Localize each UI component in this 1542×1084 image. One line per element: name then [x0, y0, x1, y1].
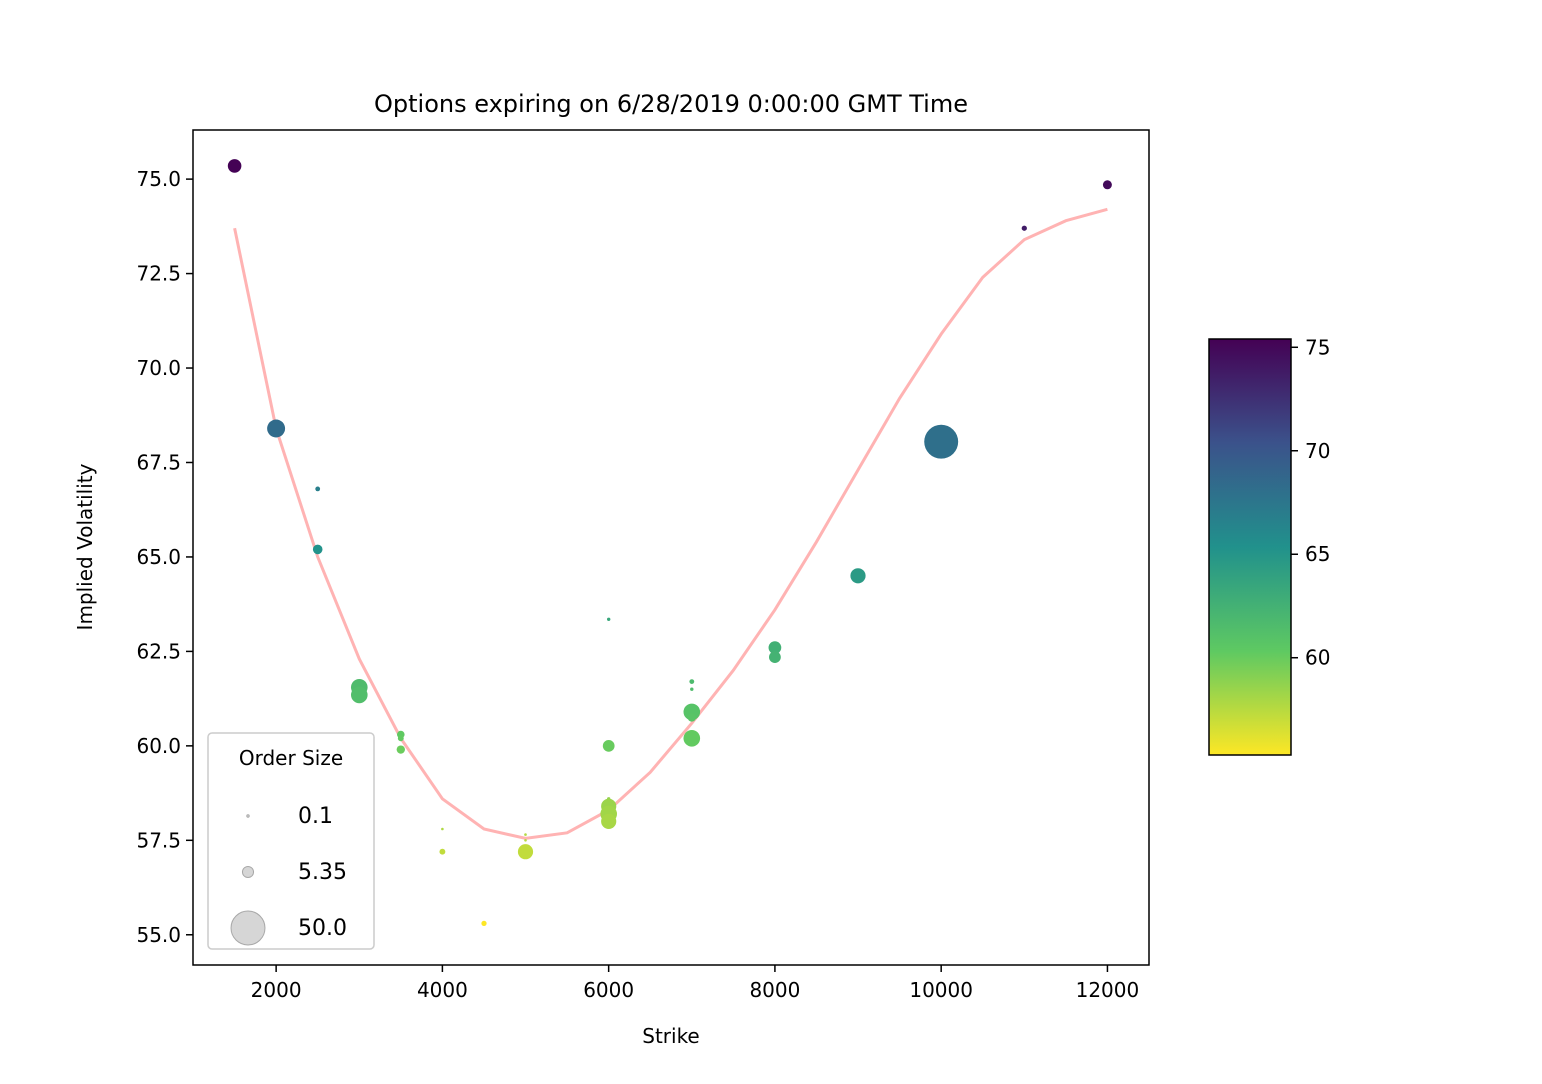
- scatter-point: [227, 159, 242, 173]
- scatter-point: [607, 617, 611, 621]
- legend-entries: 0.1 5.35 50.0: [230, 804, 347, 946]
- scatter-point: [601, 813, 617, 829]
- scatter-point: [683, 729, 701, 747]
- scatter-point: [350, 686, 368, 704]
- y-tick-label: 75.0: [136, 167, 181, 191]
- scatter-point: [690, 687, 694, 691]
- y-axis: 55.0 57.5 60.0 62.5 65.0 67.5 70.0 72.5 75.0: [136, 167, 193, 947]
- scatter-point: [312, 544, 323, 555]
- scatter-point: [439, 848, 446, 855]
- scatter-point: [768, 641, 782, 654]
- scatter-point: [396, 745, 405, 754]
- scatter-point: [517, 844, 534, 860]
- scatter-points: [227, 159, 1112, 927]
- plot-area: [192, 129, 1150, 966]
- scatter-point: [397, 735, 404, 742]
- y-tick-label: 57.5: [136, 828, 181, 852]
- x-axis-label: Strike: [642, 1024, 700, 1048]
- legend-entry-label: 0.1: [298, 804, 333, 829]
- x-axis: 2000 4000 6000 8000 10000 12000: [251, 965, 1140, 1002]
- colorbar: 60 65 70 75: [1208, 335, 1330, 756]
- y-tick-label: 60.0: [136, 734, 181, 758]
- y-tick-label: 65.0: [136, 545, 181, 569]
- legend-entry-label: 5.35: [298, 860, 347, 885]
- colorbar-gradient: [1208, 338, 1292, 756]
- y-tick-label: 72.5: [136, 262, 181, 286]
- legend-marker: [241, 865, 255, 879]
- legend-entry-label: 50.0: [298, 916, 347, 941]
- x-tick-label: 2000: [251, 978, 302, 1002]
- legend-marker: [246, 814, 250, 818]
- colorbar-tick-label: 75: [1305, 335, 1330, 359]
- scatter-point: [1021, 225, 1027, 231]
- x-tick-label: 12000: [1076, 978, 1140, 1002]
- colorbar-tick-label: 65: [1305, 542, 1330, 566]
- scatter-point: [924, 424, 959, 459]
- y-tick-label: 67.5: [136, 450, 181, 474]
- x-tick-label: 10000: [909, 978, 973, 1002]
- x-tick-label: 8000: [749, 978, 800, 1002]
- scatter-point: [524, 838, 527, 842]
- scatter-point: [315, 486, 321, 492]
- y-tick-label: 55.0: [136, 923, 181, 947]
- colorbar-tick-label: 60: [1305, 646, 1330, 670]
- legend: Order Size 0.1 5.35 50.0: [207, 732, 375, 950]
- y-axis-label: Implied Volatility: [73, 463, 97, 630]
- legend-marker: [230, 910, 266, 946]
- scatter-point: [267, 419, 286, 438]
- fit-curve: [233, 207, 1108, 840]
- scatter-point: [689, 679, 695, 684]
- chart-title: Options expiring on 6/28/2019 0:00:00 GM…: [374, 90, 968, 118]
- legend-box: [207, 732, 375, 950]
- scatter-point: [769, 651, 781, 663]
- fit-curve-layer: [233, 207, 1108, 840]
- scatter-point: [602, 740, 615, 752]
- x-tick-label: 6000: [583, 978, 634, 1002]
- y-tick-label: 62.5: [136, 639, 181, 663]
- colorbar-tick-label: 70: [1305, 439, 1330, 463]
- y-tick-label: 70.0: [136, 356, 181, 380]
- plot-frame: [192, 129, 1150, 966]
- scatter-point: [683, 703, 701, 721]
- scatter-point: [850, 568, 866, 584]
- scatter-point: [687, 713, 696, 722]
- scatter-point: [441, 827, 444, 831]
- legend-title: Order Size: [239, 746, 343, 770]
- scatter-point: [481, 920, 487, 927]
- colorbar-ticks: 60 65 70 75: [1291, 335, 1330, 670]
- x-tick-label: 4000: [417, 978, 468, 1002]
- scatter-point: [524, 833, 527, 836]
- scatter-point: [1102, 180, 1112, 190]
